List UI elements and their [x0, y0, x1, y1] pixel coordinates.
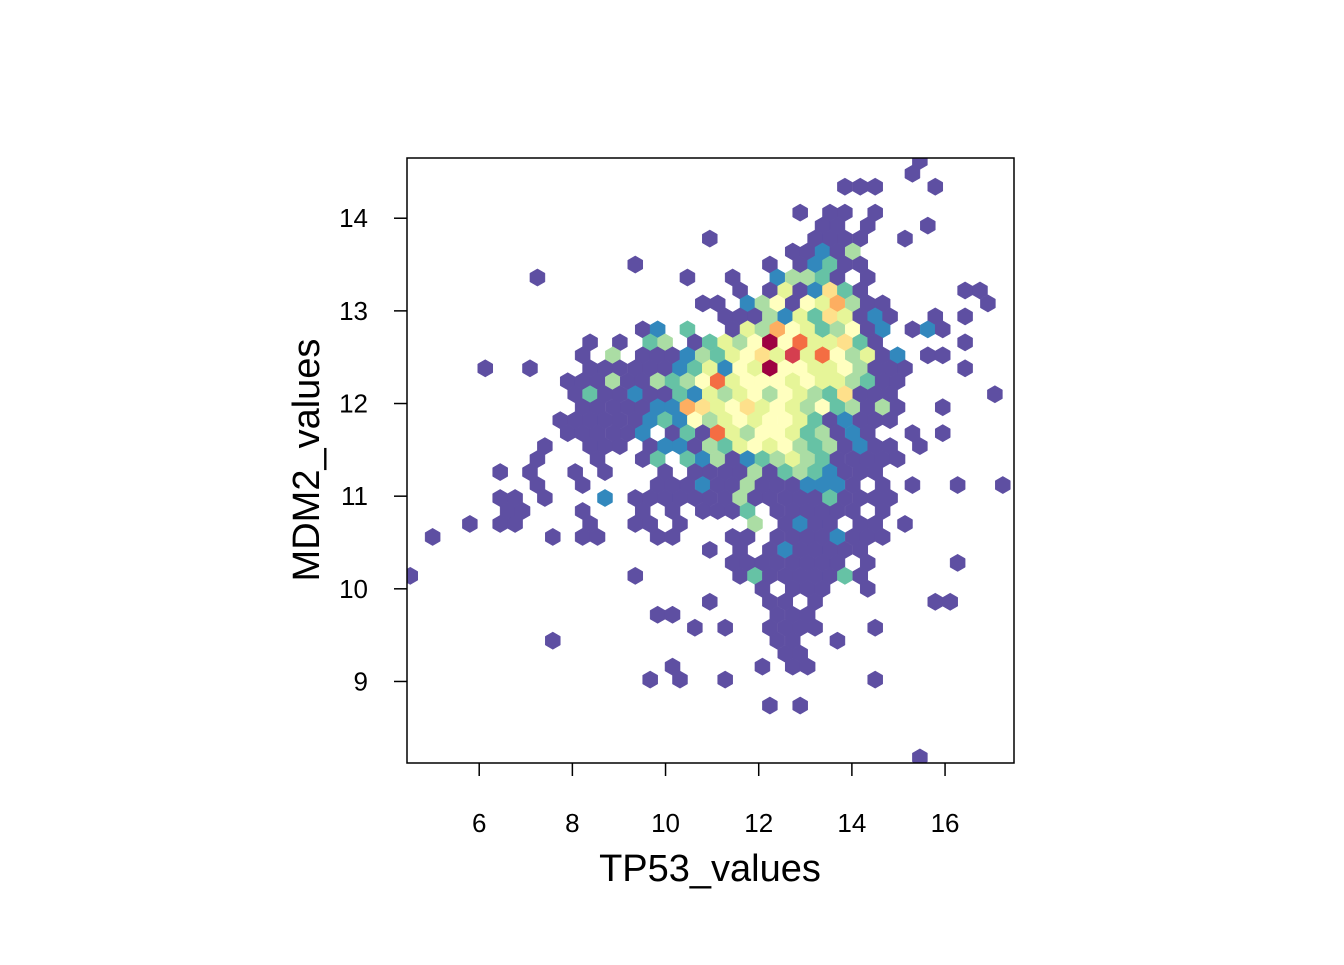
hex-bin: [882, 411, 898, 430]
hex-bin: [949, 553, 966, 572]
x-tick-label: 6: [472, 808, 486, 838]
hex-bin: [859, 579, 876, 598]
hex-bin: [702, 229, 718, 248]
hexbin-layer: [407, 158, 1011, 763]
y-axis-title: MDM2_values: [286, 339, 328, 582]
hex-bin: [807, 618, 823, 637]
hex-bin: [829, 631, 846, 650]
hex-bin: [920, 216, 936, 235]
hex-bin: [874, 528, 891, 546]
x-tick-label: 16: [931, 808, 960, 838]
hex-bin: [867, 177, 883, 196]
hex-bin: [927, 177, 944, 196]
hex-bin: [934, 346, 951, 365]
hex-bin: [717, 618, 733, 637]
x-tick-label: 10: [651, 808, 680, 838]
hex-bin: [837, 177, 853, 196]
hex-bin: [537, 489, 553, 507]
hex-bin: [407, 566, 419, 585]
hex-bin: [920, 346, 936, 365]
hex-bin: [904, 320, 921, 339]
hex-bin: [799, 657, 816, 676]
hex-bin: [867, 618, 883, 637]
y-tick-label: 14: [339, 203, 368, 233]
hex-bin: [507, 515, 523, 533]
hex-bin: [987, 385, 1003, 404]
y-tick-label: 10: [339, 574, 368, 604]
y-tick-label: 12: [339, 389, 368, 419]
hex-bin: [424, 528, 441, 546]
plot-frame: [406, 157, 1015, 764]
hex-bin: [762, 696, 778, 715]
hex-bin: [837, 566, 853, 585]
hex-bin: [545, 528, 561, 546]
hex-bin: [529, 268, 546, 287]
hex-bin: [889, 450, 906, 469]
hex-bin: [492, 463, 508, 482]
hex-bin: [792, 696, 808, 715]
hex-bin: [545, 631, 561, 650]
hex-bin: [664, 605, 681, 624]
hex-bin: [957, 333, 973, 352]
hex-bin: [912, 437, 928, 456]
hex-bin: [957, 281, 973, 300]
y-tick-label: 11: [341, 481, 368, 511]
hex-bin: [649, 605, 666, 624]
hex-bin: [972, 281, 988, 300]
hex-bin: [574, 476, 591, 494]
hex-bin: [642, 670, 658, 689]
hex-bin: [927, 592, 944, 611]
hex-bin: [792, 203, 808, 222]
hex-bin: [754, 657, 771, 676]
hex-bin: [980, 294, 996, 313]
hex-bin: [687, 618, 703, 637]
hex-bin: [852, 177, 869, 196]
y-tick-label: 9: [354, 666, 368, 696]
x-axis-title: TP53_values: [599, 848, 821, 890]
hex-bin: [897, 515, 913, 533]
hex-bin: [717, 670, 733, 689]
x-tick-label: 12: [744, 808, 773, 838]
hex-bin: [957, 359, 973, 378]
hex-bin: [522, 359, 538, 378]
hex-bin: [949, 476, 966, 494]
hex-bin: [897, 229, 913, 248]
hex-bin: [769, 631, 786, 650]
hex-bin: [664, 528, 681, 546]
hex-bin: [589, 528, 606, 546]
hex-bin: [612, 437, 628, 456]
hex-bin: [904, 164, 921, 183]
hex-bin: [912, 748, 928, 763]
x-tick-label: 8: [565, 808, 579, 838]
hex-bin: [597, 489, 613, 507]
hex-bin: [867, 670, 883, 689]
hex-bin: [477, 359, 494, 378]
hex-bin: [957, 307, 973, 326]
hex-bin: [934, 424, 951, 443]
hex-bin: [934, 320, 951, 339]
hex-bin: [695, 294, 711, 313]
hex-bin: [769, 502, 786, 520]
y-tick-label: 13: [339, 296, 368, 326]
x-tick-label: 14: [837, 808, 866, 838]
hex-bin: [702, 592, 718, 611]
hex-bin: [462, 515, 478, 533]
hex-bin: [904, 476, 921, 494]
hex-bin: [672, 670, 688, 689]
hex-bin: [627, 566, 644, 585]
hex-bin: [627, 255, 644, 274]
hex-bin: [995, 476, 1011, 494]
hex-bin: [597, 463, 613, 482]
hex-bin: [679, 268, 696, 287]
hex-bin: [942, 592, 958, 611]
hex-bin: [934, 398, 951, 417]
hex-bin: [702, 540, 718, 559]
